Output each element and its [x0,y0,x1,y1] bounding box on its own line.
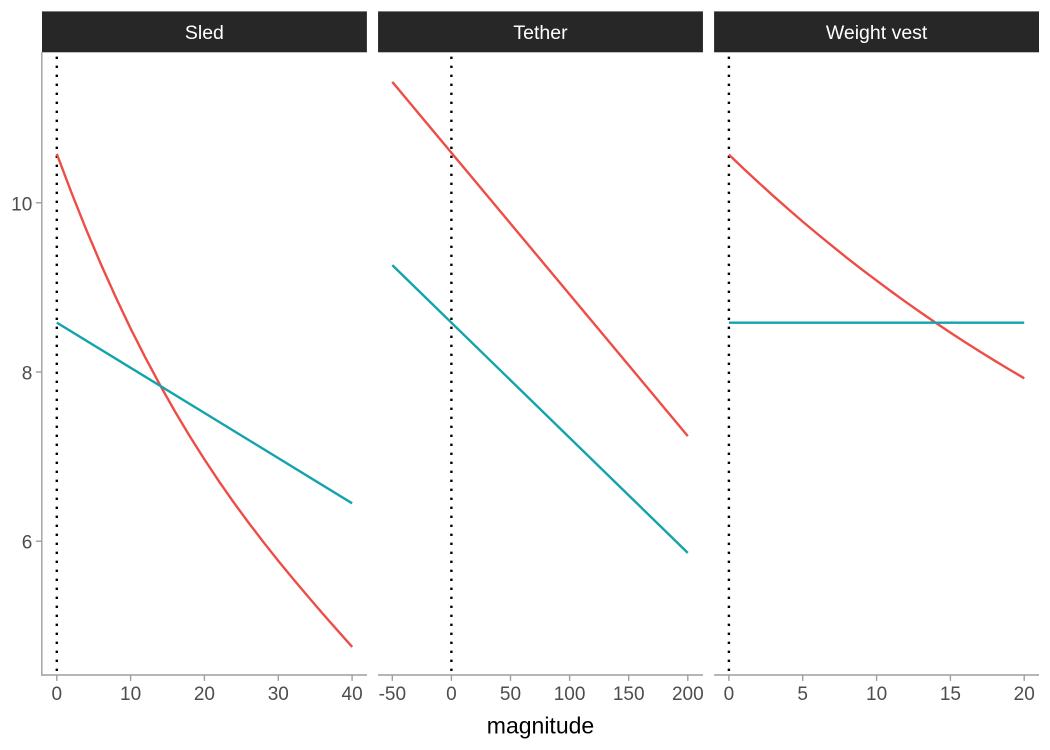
svg-text:200: 200 [672,684,704,705]
svg-text:15: 15 [940,684,961,705]
svg-text:Tether: Tether [513,22,568,44]
svg-text:40: 40 [342,684,363,705]
svg-text:6: 6 [22,533,33,554]
svg-text:20: 20 [194,684,215,705]
svg-text:-50: -50 [379,684,406,705]
svg-text:150: 150 [613,684,645,705]
svg-text:30: 30 [268,684,289,705]
svg-text:10: 10 [866,684,887,705]
svg-text:magnitude: magnitude [487,713,594,739]
svg-text:Weight vest: Weight vest [826,22,928,44]
svg-text:0: 0 [724,684,735,705]
svg-text:20: 20 [1014,684,1035,705]
svg-text:Sled: Sled [185,22,224,44]
svg-text:0: 0 [52,684,63,705]
svg-text:10: 10 [11,194,32,215]
svg-text:0: 0 [446,684,457,705]
svg-text:50: 50 [500,684,521,705]
svg-text:5: 5 [797,684,808,705]
svg-text:8: 8 [22,364,33,385]
svg-text:100: 100 [554,684,586,705]
svg-text:10: 10 [120,684,141,705]
